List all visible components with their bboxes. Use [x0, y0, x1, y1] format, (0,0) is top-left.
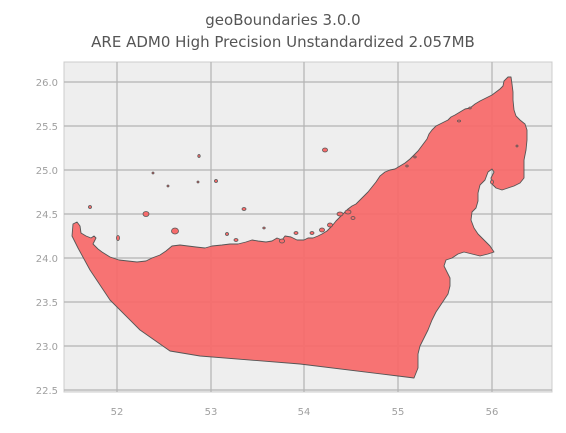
y-tick-labels: 26.0 25.5 25.0 24.5 24.0 23.5 23.0 22.5	[36, 78, 58, 397]
island	[515, 144, 519, 148]
island	[336, 211, 344, 217]
island	[309, 231, 315, 235]
island	[151, 171, 155, 175]
x-tick-label: 54	[298, 407, 311, 418]
island	[197, 154, 201, 158]
island	[116, 235, 120, 241]
island	[405, 164, 409, 168]
x-tick-label: 56	[486, 407, 499, 418]
island	[293, 231, 299, 235]
x-tick-label: 52	[111, 407, 124, 418]
y-tick-label: 23.0	[36, 342, 58, 353]
island	[344, 209, 352, 215]
island	[166, 184, 170, 188]
y-tick-label: 22.5	[36, 386, 58, 397]
island	[225, 232, 229, 236]
islands	[88, 106, 519, 244]
y-tick-label: 25.0	[36, 166, 58, 177]
island	[468, 106, 472, 110]
country-polygon	[71, 76, 528, 379]
y-tick-label: 26.0	[36, 78, 58, 89]
island	[214, 179, 218, 183]
island	[142, 211, 150, 217]
island	[241, 207, 247, 211]
island	[88, 205, 92, 209]
island	[171, 227, 179, 235]
map-title: geoBoundaries 3.0.0	[205, 11, 361, 29]
island	[490, 179, 494, 185]
x-tick-label: 53	[205, 407, 218, 418]
island	[322, 147, 328, 153]
x-tick-labels: 52 53 54 55 56	[111, 407, 499, 418]
island	[279, 238, 285, 244]
y-tick-label: 25.5	[36, 122, 58, 133]
island	[233, 238, 239, 242]
island	[350, 216, 356, 220]
y-tick-label: 24.0	[36, 254, 58, 265]
y-tick-label: 23.5	[36, 298, 58, 309]
island	[413, 155, 417, 159]
map-subtitle: ARE ADM0 High Precision Unstandardized 2…	[91, 33, 475, 51]
x-tick-label: 55	[392, 407, 405, 418]
island	[196, 180, 200, 184]
y-tick-label: 24.5	[36, 210, 58, 221]
island	[457, 119, 461, 123]
island	[319, 227, 325, 233]
island	[262, 226, 266, 230]
island	[327, 222, 333, 228]
